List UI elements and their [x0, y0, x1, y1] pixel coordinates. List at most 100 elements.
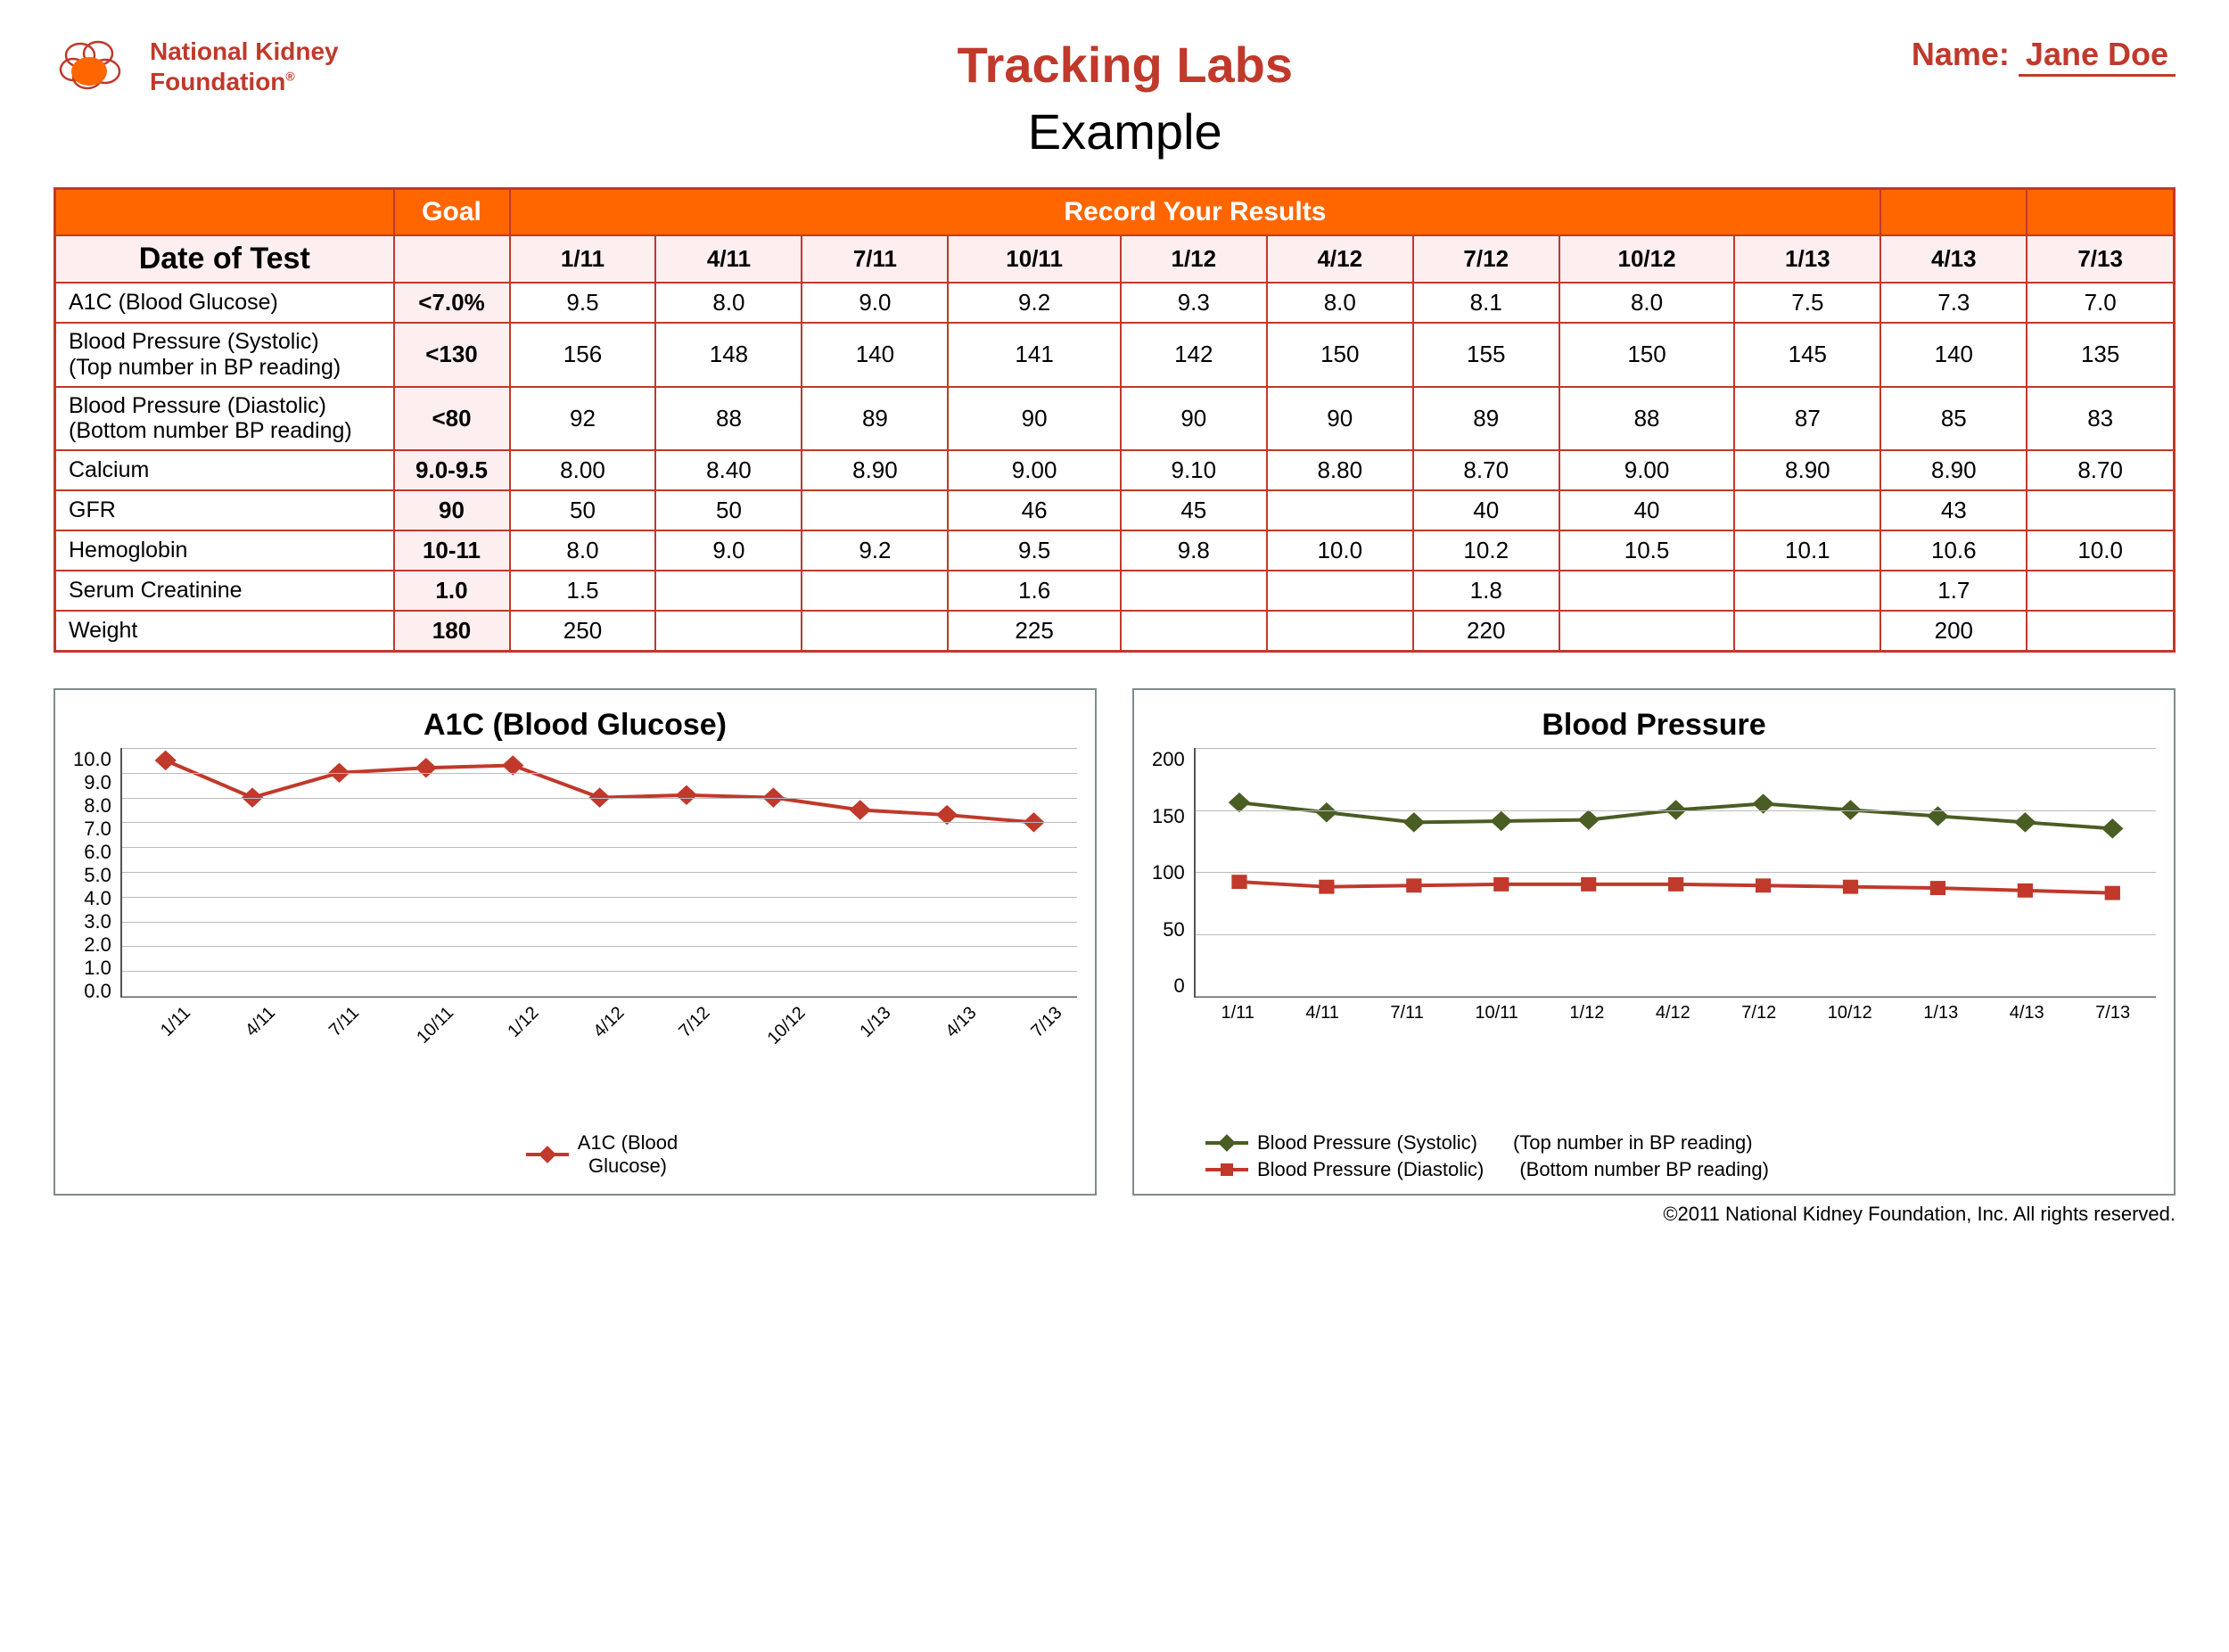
date-cell: 7/11 [802, 235, 948, 283]
value-cell [2027, 571, 2174, 611]
name-label: Name: [1912, 36, 2010, 72]
value-cell: 83 [2027, 387, 2174, 451]
chart-bp-xaxis: 1/114/117/1110/111/124/127/1210/121/134/… [1196, 1003, 2156, 1023]
goal-cell: <7.0% [394, 283, 510, 323]
value-cell [802, 571, 948, 611]
value-cell [1734, 611, 1880, 652]
goal-cell: 1.0 [394, 571, 510, 611]
header: National Kidney Foundation® Tracking Lab… [53, 36, 2176, 178]
value-cell: 250 [510, 611, 656, 652]
value-cell [802, 611, 948, 652]
value-cell: 8.80 [1267, 450, 1413, 490]
value-cell: 7.5 [1734, 283, 1880, 323]
page-title: Tracking Labs [339, 36, 1912, 94]
table-row: Weight180250225220200 [55, 611, 2175, 652]
value-cell [655, 571, 802, 611]
value-cell: 8.0 [1267, 283, 1413, 323]
table-row: A1C (Blood Glucose)<7.0%9.58.09.09.29.38… [55, 283, 2175, 323]
value-cell: 90 [1121, 387, 1267, 451]
value-cell: 9.0 [655, 530, 802, 571]
title-block: Tracking Labs Example [339, 36, 1912, 178]
row-label: Weight [55, 611, 394, 652]
row-label: Calcium [55, 450, 394, 490]
value-cell: 10.0 [1267, 530, 1413, 571]
date-cell: 4/12 [1267, 235, 1413, 283]
logo-block: National Kidney Foundation® [53, 36, 339, 98]
value-cell: 46 [948, 490, 1120, 530]
value-cell: 7.3 [1880, 283, 2027, 323]
value-cell: 1.8 [1413, 571, 1559, 611]
value-cell: 92 [510, 387, 656, 451]
value-cell: 9.8 [1121, 530, 1267, 571]
value-cell [1559, 611, 1735, 652]
goal-cell: <130 [394, 323, 510, 387]
value-cell: 85 [1880, 387, 2027, 451]
date-cell: 1/12 [1121, 235, 1267, 283]
value-cell: 9.5 [510, 283, 656, 323]
value-cell: 9.00 [948, 450, 1120, 490]
charts-row: A1C (Blood Glucose) 10.09.08.07.06.05.04… [53, 688, 2176, 1196]
value-cell: 10.6 [1880, 530, 2027, 571]
value-cell: 8.0 [1559, 283, 1735, 323]
labs-table: Goal Record Your Results Date of Test 1/… [53, 187, 2176, 653]
date-cell: 1/11 [510, 235, 656, 283]
date-cell: 4/11 [655, 235, 802, 283]
value-cell: 10.5 [1559, 530, 1735, 571]
row-label: Blood Pressure (Systolic)(Top number in … [55, 323, 394, 387]
value-cell: 10.1 [1734, 530, 1880, 571]
col-record: Record Your Results [510, 189, 1881, 236]
legend-item: Blood Pressure (Diastolic)(Bottom number… [1205, 1158, 2156, 1181]
value-cell: 89 [1413, 387, 1559, 451]
page-subtitle: Example [339, 103, 1912, 160]
value-cell: 9.10 [1121, 450, 1267, 490]
value-cell: 142 [1121, 323, 1267, 387]
value-cell [2027, 490, 2174, 530]
value-cell: 141 [948, 323, 1120, 387]
value-cell: 1.7 [1880, 571, 2027, 611]
value-cell: 88 [1559, 387, 1735, 451]
goal-cell: 9.0-9.5 [394, 450, 510, 490]
value-cell: 9.00 [1559, 450, 1735, 490]
chart-bp: Blood Pressure 200150100500 1/114/117/11… [1132, 688, 2176, 1196]
value-cell: 8.0 [510, 530, 656, 571]
value-cell: 8.70 [1413, 450, 1559, 490]
chart-a1c-plot: 1/114/117/1110/111/124/127/1210/121/134/… [120, 748, 1077, 998]
date-cell: 4/13 [1880, 235, 2027, 283]
chart-a1c: A1C (Blood Glucose) 10.09.08.07.06.05.04… [53, 688, 1097, 1196]
value-cell: 150 [1559, 323, 1735, 387]
org-name-line1: National Kidney [150, 37, 339, 67]
logo-text: National Kidney Foundation® [150, 37, 339, 96]
legend-a1c-label: A1C (BloodGlucose) [578, 1131, 679, 1178]
value-cell: 135 [2027, 323, 2174, 387]
value-cell: 156 [510, 323, 656, 387]
value-cell [1267, 571, 1413, 611]
col-goal: Goal [394, 189, 510, 236]
chart-bp-yaxis: 200150100500 [1152, 748, 1194, 998]
table-row: GFR9050504645404043 [55, 490, 2175, 530]
value-cell: 145 [1734, 323, 1880, 387]
value-cell: 225 [948, 611, 1120, 652]
value-cell: 90 [1267, 387, 1413, 451]
row-label: Hemoglobin [55, 530, 394, 571]
value-cell: 89 [802, 387, 948, 451]
table-row: Blood Pressure (Diastolic)(Bottom number… [55, 387, 2175, 451]
goal-cell: <80 [394, 387, 510, 451]
kidney-logo-icon [53, 36, 134, 98]
table-row: Calcium9.0-9.58.008.408.909.009.108.808.… [55, 450, 2175, 490]
date-cell: 7/13 [2027, 235, 2174, 283]
date-cell: 1/13 [1734, 235, 1880, 283]
value-cell: 87 [1734, 387, 1880, 451]
chart-bp-plot: 1/114/117/1110/111/124/127/1210/121/134/… [1194, 748, 2156, 998]
value-cell: 9.3 [1121, 283, 1267, 323]
value-cell [1734, 571, 1880, 611]
value-cell: 88 [655, 387, 802, 451]
value-cell: 140 [802, 323, 948, 387]
value-cell: 150 [1267, 323, 1413, 387]
value-cell: 155 [1413, 323, 1559, 387]
value-cell: 9.2 [802, 530, 948, 571]
chart-a1c-title: A1C (Blood Glucose) [73, 708, 1077, 743]
row-label: Serum Creatinine [55, 571, 394, 611]
value-cell: 8.90 [1734, 450, 1880, 490]
chart-a1c-xaxis: 1/114/117/1110/111/124/127/1210/121/134/… [122, 1003, 1077, 1023]
footer-copyright: ©2011 National Kidney Foundation, Inc. A… [53, 1203, 2176, 1226]
